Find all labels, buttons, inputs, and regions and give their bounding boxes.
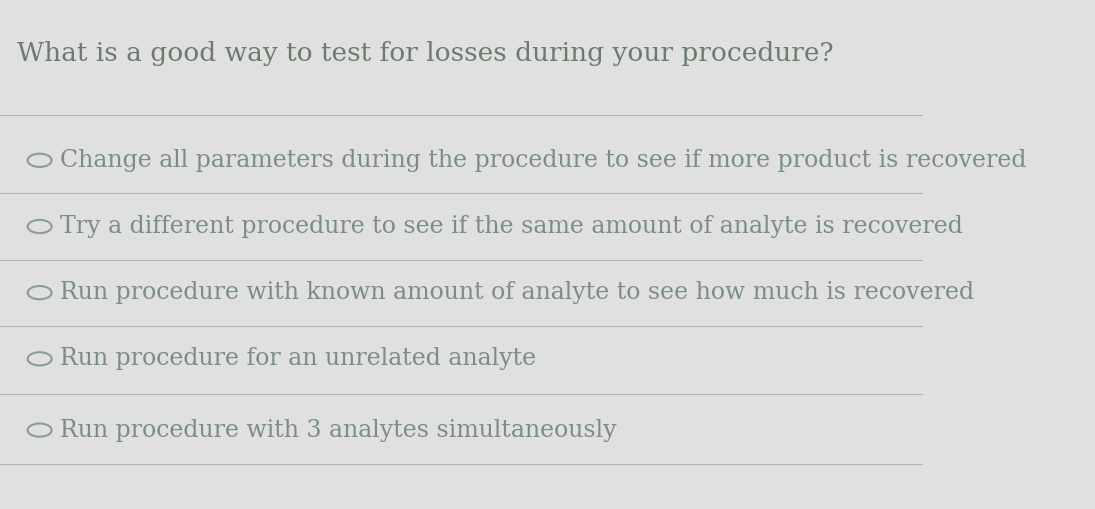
- Text: Change all parameters during the procedure to see if more product is recovered: Change all parameters during the procedu…: [60, 149, 1026, 172]
- Text: Run procedure for an unrelated analyte: Run procedure for an unrelated analyte: [60, 347, 537, 371]
- Text: Run procedure with known amount of analyte to see how much is recovered: Run procedure with known amount of analy…: [60, 281, 975, 304]
- Circle shape: [27, 423, 51, 437]
- Text: What is a good way to test for losses during your procedure?: What is a good way to test for losses du…: [16, 41, 833, 66]
- Text: Run procedure with 3 analytes simultaneously: Run procedure with 3 analytes simultaneo…: [60, 418, 616, 442]
- Circle shape: [27, 352, 51, 365]
- Circle shape: [27, 220, 51, 233]
- Circle shape: [27, 154, 51, 167]
- Text: Try a different procedure to see if the same amount of analyte is recovered: Try a different procedure to see if the …: [60, 215, 963, 238]
- Circle shape: [27, 286, 51, 299]
